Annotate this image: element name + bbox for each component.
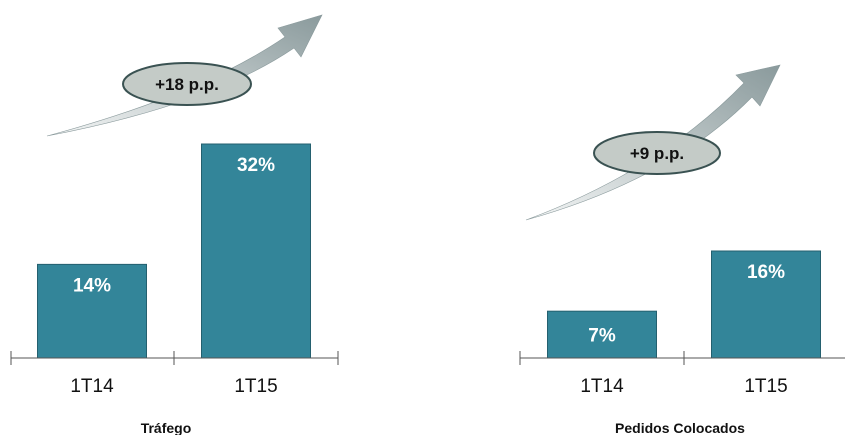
change-badge-ellipse <box>593 131 721 175</box>
bar-value-label: 32% <box>237 155 275 176</box>
growth-arrow-icon <box>525 64 781 221</box>
x-axis: 1T14 1T15 <box>10 351 339 397</box>
x-tick-label: 1T15 <box>744 376 787 397</box>
x-tick-label: 1T14 <box>580 376 624 397</box>
chart-trafego: +18 p.p. 14% 32% 1T14 1T15 Tráfego <box>10 14 339 435</box>
x-tick-label: 1T14 <box>70 376 114 397</box>
bar-value-label: 14% <box>73 275 111 296</box>
change-badge: +18 p.p. <box>122 62 252 106</box>
bar-value-label: 7% <box>588 326 616 347</box>
bar <box>547 310 657 359</box>
change-badge-text: +9 p.p. <box>630 144 684 163</box>
bar <box>37 263 147 359</box>
change-badge-text: +18 p.p. <box>155 75 219 94</box>
bars: 14% 32% <box>37 143 311 359</box>
bar <box>201 143 311 359</box>
chart-pedidos-colocados: +9 p.p. 7% 16% 1T14 1T15 Pedidos Colocado… <box>519 64 845 435</box>
change-badge-ellipse <box>122 62 252 106</box>
change-badge: +9 p.p. <box>593 131 721 175</box>
bars: 7% 16% <box>547 250 821 359</box>
bar-value-label: 16% <box>747 262 785 283</box>
x-tick-label: 1T15 <box>234 376 277 397</box>
x-axis: 1T14 1T15 <box>519 351 845 397</box>
bar <box>711 250 821 359</box>
chart-title: Tráfego <box>141 420 192 435</box>
growth-arrow-icon <box>46 14 323 137</box>
chart-title: Pedidos Colocados <box>615 420 745 435</box>
